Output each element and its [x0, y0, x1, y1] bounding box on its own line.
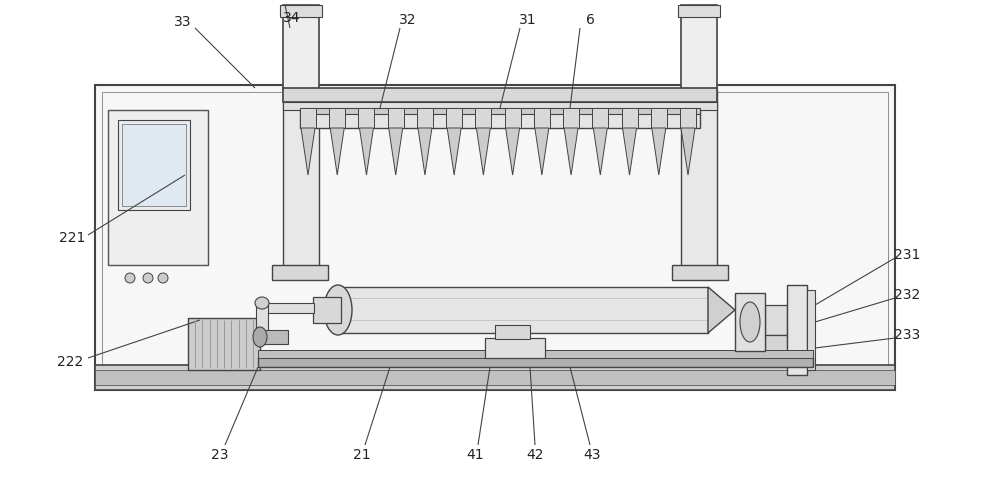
Bar	[256, 303, 268, 333]
Bar	[388, 108, 404, 128]
Bar	[475, 108, 491, 128]
Polygon shape	[330, 128, 344, 175]
Bar	[258, 330, 288, 344]
Text: 41: 41	[466, 448, 484, 462]
Bar	[622, 108, 638, 128]
Bar	[681, 90, 717, 270]
Bar	[485, 338, 545, 358]
Polygon shape	[593, 128, 607, 175]
Bar	[735, 293, 765, 351]
Ellipse shape	[740, 302, 760, 342]
Polygon shape	[359, 128, 373, 175]
Polygon shape	[418, 128, 432, 175]
Text: 32: 32	[399, 13, 417, 27]
Bar	[592, 108, 608, 128]
Bar	[678, 5, 720, 17]
Bar	[765, 335, 787, 363]
Text: 222: 222	[57, 355, 83, 369]
Ellipse shape	[143, 273, 153, 283]
Polygon shape	[389, 128, 403, 175]
Polygon shape	[623, 128, 637, 175]
Polygon shape	[506, 128, 520, 175]
Ellipse shape	[255, 297, 269, 309]
Text: 42: 42	[526, 448, 544, 462]
Polygon shape	[476, 128, 490, 175]
Polygon shape	[708, 287, 735, 333]
Bar	[118, 120, 190, 210]
Bar	[672, 265, 728, 280]
Bar	[95, 365, 895, 390]
Bar	[262, 303, 314, 313]
Polygon shape	[564, 128, 578, 175]
Text: 233: 233	[894, 328, 920, 342]
Text: 31: 31	[519, 13, 537, 27]
Bar	[446, 108, 462, 128]
Text: 23: 23	[211, 448, 229, 462]
Bar	[258, 350, 813, 358]
Bar	[417, 108, 433, 128]
Bar	[283, 90, 319, 270]
Bar	[563, 108, 579, 128]
Text: 33: 33	[174, 15, 192, 29]
Bar	[95, 370, 895, 385]
Polygon shape	[535, 128, 549, 175]
Bar	[108, 110, 208, 265]
Bar	[283, 5, 319, 90]
Polygon shape	[652, 128, 666, 175]
Bar	[534, 108, 550, 128]
Bar	[280, 5, 322, 17]
Bar	[283, 102, 717, 110]
Bar	[122, 124, 186, 206]
Bar	[188, 318, 260, 370]
Polygon shape	[301, 128, 315, 175]
Bar	[338, 287, 708, 333]
Text: 232: 232	[894, 288, 920, 302]
Bar	[358, 108, 374, 128]
Bar	[681, 5, 717, 90]
Bar	[95, 85, 895, 390]
Polygon shape	[447, 128, 461, 175]
Text: 6: 6	[586, 13, 594, 27]
Bar	[300, 110, 700, 128]
Text: 34: 34	[283, 11, 301, 25]
Bar	[108, 110, 208, 265]
Bar	[495, 325, 530, 339]
Bar	[272, 265, 328, 280]
Text: 21: 21	[353, 448, 371, 462]
Bar	[787, 285, 807, 375]
Bar	[300, 108, 700, 114]
Bar	[258, 357, 813, 367]
Bar	[505, 108, 521, 128]
Ellipse shape	[324, 285, 352, 335]
Bar	[765, 305, 787, 335]
Bar	[313, 297, 341, 323]
Bar	[807, 290, 815, 370]
Bar	[283, 88, 717, 102]
Ellipse shape	[253, 327, 267, 347]
Polygon shape	[681, 128, 695, 175]
Text: 231: 231	[894, 248, 920, 262]
Bar	[651, 108, 667, 128]
Bar	[329, 108, 345, 128]
Text: 43: 43	[583, 448, 601, 462]
Ellipse shape	[158, 273, 168, 283]
Bar	[300, 108, 316, 128]
Text: 221: 221	[59, 231, 85, 245]
Bar	[680, 108, 696, 128]
Bar	[102, 92, 888, 383]
Ellipse shape	[125, 273, 135, 283]
